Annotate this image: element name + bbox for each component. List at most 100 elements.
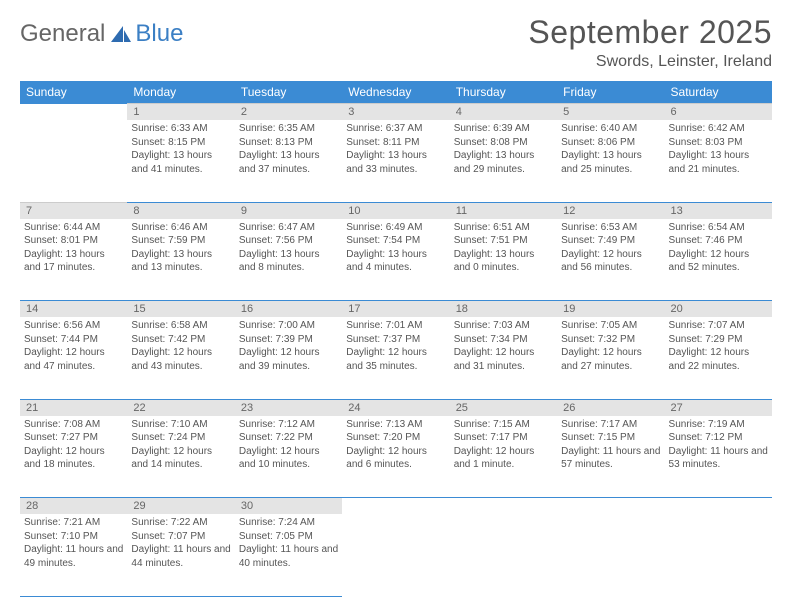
day-cell: Sunrise: 6:39 AMSunset: 8:08 PMDaylight:… xyxy=(450,120,557,202)
daylight-line: Daylight: 11 hours and 40 minutes. xyxy=(239,543,338,570)
daylight-line: Daylight: 12 hours and 6 minutes. xyxy=(346,445,445,472)
sunset-line: Sunset: 7:49 PM xyxy=(561,234,660,248)
logo-text-general: General xyxy=(20,20,105,48)
sunrise-line: Sunrise: 7:13 AM xyxy=(346,418,445,432)
sunset-line: Sunset: 8:15 PM xyxy=(131,136,230,150)
sunrise-line: Sunrise: 7:01 AM xyxy=(346,319,445,333)
day-number-row: 21222324252627 xyxy=(20,399,772,416)
sunset-line: Sunset: 7:44 PM xyxy=(24,333,123,347)
day-cell: Sunrise: 6:51 AMSunset: 7:51 PMDaylight:… xyxy=(450,219,557,301)
daylight-line: Daylight: 12 hours and 39 minutes. xyxy=(239,346,338,373)
sunrise-line: Sunrise: 6:44 AM xyxy=(24,221,123,235)
daylight-line: Daylight: 13 hours and 4 minutes. xyxy=(346,248,445,275)
sunset-line: Sunset: 7:05 PM xyxy=(239,530,338,544)
day-number: 5 xyxy=(557,104,664,121)
daylight-line: Daylight: 11 hours and 44 minutes. xyxy=(131,543,230,570)
sunrise-line: Sunrise: 6:54 AM xyxy=(669,221,768,235)
daylight-line: Daylight: 12 hours and 52 minutes. xyxy=(669,248,768,275)
day-cell: Sunrise: 7:08 AMSunset: 7:27 PMDaylight:… xyxy=(20,416,127,498)
sunset-line: Sunset: 8:08 PM xyxy=(454,136,553,150)
day-number-row: 78910111213 xyxy=(20,202,772,219)
day-number: 27 xyxy=(665,399,772,416)
sunrise-line: Sunrise: 7:19 AM xyxy=(669,418,768,432)
day-cell: Sunrise: 6:54 AMSunset: 7:46 PMDaylight:… xyxy=(665,219,772,301)
daylight-line: Daylight: 12 hours and 22 minutes. xyxy=(669,346,768,373)
sunrise-line: Sunrise: 6:47 AM xyxy=(239,221,338,235)
day-cell: Sunrise: 6:58 AMSunset: 7:42 PMDaylight:… xyxy=(127,317,234,399)
daylight-line: Daylight: 13 hours and 25 minutes. xyxy=(561,149,660,176)
daylight-line: Daylight: 13 hours and 0 minutes. xyxy=(454,248,553,275)
day-header: Saturday xyxy=(665,81,772,104)
sunrise-line: Sunrise: 7:21 AM xyxy=(24,516,123,530)
sunrise-line: Sunrise: 7:00 AM xyxy=(239,319,338,333)
daylight-line: Daylight: 13 hours and 8 minutes. xyxy=(239,248,338,275)
sunrise-line: Sunrise: 7:15 AM xyxy=(454,418,553,432)
day-number: 23 xyxy=(235,399,342,416)
sunrise-line: Sunrise: 6:46 AM xyxy=(131,221,230,235)
location-subtitle: Swords, Leinster, Ireland xyxy=(528,53,772,71)
day-number: 25 xyxy=(450,399,557,416)
sunset-line: Sunset: 7:07 PM xyxy=(131,530,230,544)
sunrise-line: Sunrise: 7:07 AM xyxy=(669,319,768,333)
daylight-line: Daylight: 11 hours and 57 minutes. xyxy=(561,445,660,472)
day-number: 17 xyxy=(342,301,449,318)
daylight-line: Daylight: 11 hours and 49 minutes. xyxy=(24,543,123,570)
day-cell: Sunrise: 7:15 AMSunset: 7:17 PMDaylight:… xyxy=(450,416,557,498)
sunrise-line: Sunrise: 6:53 AM xyxy=(561,221,660,235)
daylight-line: Daylight: 13 hours and 13 minutes. xyxy=(131,248,230,275)
day-cell: Sunrise: 7:07 AMSunset: 7:29 PMDaylight:… xyxy=(665,317,772,399)
sunrise-line: Sunrise: 6:56 AM xyxy=(24,319,123,333)
day-cell: Sunrise: 6:47 AMSunset: 7:56 PMDaylight:… xyxy=(235,219,342,301)
sunset-line: Sunset: 7:12 PM xyxy=(669,431,768,445)
sunset-line: Sunset: 7:39 PM xyxy=(239,333,338,347)
day-number: 7 xyxy=(20,202,127,219)
sunset-line: Sunset: 7:51 PM xyxy=(454,234,553,248)
day-cell-empty xyxy=(665,514,772,596)
day-cell: Sunrise: 6:44 AMSunset: 8:01 PMDaylight:… xyxy=(20,219,127,301)
day-cell: Sunrise: 7:01 AMSunset: 7:37 PMDaylight:… xyxy=(342,317,449,399)
sunrise-line: Sunrise: 6:40 AM xyxy=(561,122,660,136)
sunset-line: Sunset: 8:13 PM xyxy=(239,136,338,150)
sunset-line: Sunset: 7:34 PM xyxy=(454,333,553,347)
day-cell: Sunrise: 6:37 AMSunset: 8:11 PMDaylight:… xyxy=(342,120,449,202)
daylight-line: Daylight: 13 hours and 41 minutes. xyxy=(131,149,230,176)
day-cell-empty xyxy=(450,514,557,596)
day-number: 14 xyxy=(20,301,127,318)
day-number: 30 xyxy=(235,498,342,515)
daylight-line: Daylight: 13 hours and 37 minutes. xyxy=(239,149,338,176)
day-cell: Sunrise: 7:05 AMSunset: 7:32 PMDaylight:… xyxy=(557,317,664,399)
daylight-line: Daylight: 12 hours and 18 minutes. xyxy=(24,445,123,472)
sunset-line: Sunset: 8:01 PM xyxy=(24,234,123,248)
sunset-line: Sunset: 7:17 PM xyxy=(454,431,553,445)
day-number: 2 xyxy=(235,104,342,121)
day-cell-empty xyxy=(20,120,127,202)
day-cell: Sunrise: 7:17 AMSunset: 7:15 PMDaylight:… xyxy=(557,416,664,498)
daylight-line: Daylight: 13 hours and 21 minutes. xyxy=(669,149,768,176)
day-number: 1 xyxy=(127,104,234,121)
daylight-line: Daylight: 13 hours and 17 minutes. xyxy=(24,248,123,275)
day-number-row: 14151617181920 xyxy=(20,301,772,318)
day-header: Monday xyxy=(127,81,234,104)
sunset-line: Sunset: 7:24 PM xyxy=(131,431,230,445)
sunrise-line: Sunrise: 6:37 AM xyxy=(346,122,445,136)
sunset-line: Sunset: 7:42 PM xyxy=(131,333,230,347)
day-number: 12 xyxy=(557,202,664,219)
sunset-line: Sunset: 7:54 PM xyxy=(346,234,445,248)
sunrise-line: Sunrise: 6:49 AM xyxy=(346,221,445,235)
sunrise-line: Sunrise: 7:08 AM xyxy=(24,418,123,432)
day-cell: Sunrise: 7:12 AMSunset: 7:22 PMDaylight:… xyxy=(235,416,342,498)
day-number: 28 xyxy=(20,498,127,515)
sunrise-line: Sunrise: 6:58 AM xyxy=(131,319,230,333)
day-number: 29 xyxy=(127,498,234,515)
day-number: 26 xyxy=(557,399,664,416)
sunset-line: Sunset: 7:22 PM xyxy=(239,431,338,445)
day-number: 19 xyxy=(557,301,664,318)
sunrise-line: Sunrise: 6:42 AM xyxy=(669,122,768,136)
day-number: 11 xyxy=(450,202,557,219)
header: General Blue September 2025 Swords, Lein… xyxy=(20,14,772,71)
daylight-line: Daylight: 12 hours and 47 minutes. xyxy=(24,346,123,373)
day-number: 20 xyxy=(665,301,772,318)
daylight-line: Daylight: 11 hours and 53 minutes. xyxy=(669,445,768,472)
sunset-line: Sunset: 7:46 PM xyxy=(669,234,768,248)
day-cell: Sunrise: 6:46 AMSunset: 7:59 PMDaylight:… xyxy=(127,219,234,301)
